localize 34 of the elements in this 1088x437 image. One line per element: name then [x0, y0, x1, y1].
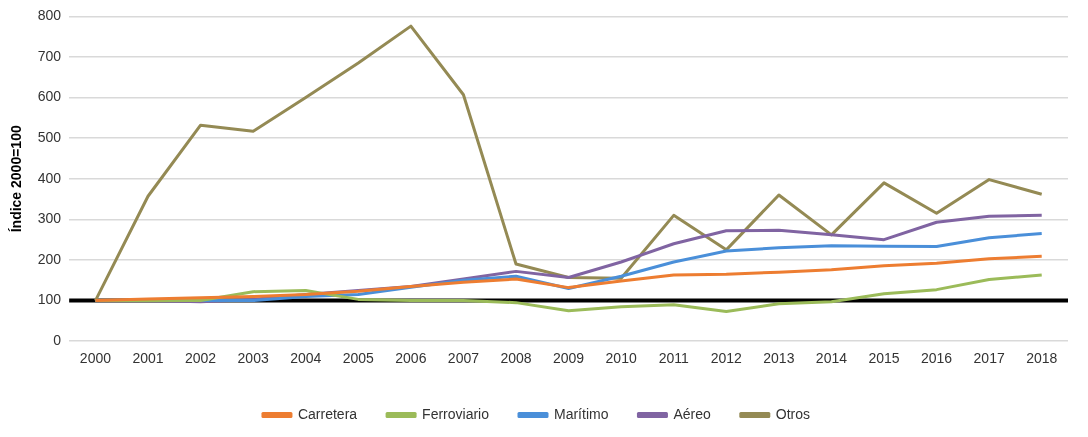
x-tick-label: 2010 [605, 350, 637, 367]
x-tick-label: 2006 [395, 350, 427, 367]
y-tick-label: 300 [37, 210, 62, 227]
x-tick-label: 2002 [185, 350, 217, 367]
y-tick-label: 400 [37, 169, 62, 186]
x-tick-label: 2009 [553, 350, 585, 367]
x-tick-label: 2012 [710, 350, 743, 367]
x-tick-label: 2015 [868, 350, 900, 367]
x-tick-label: 2007 [447, 350, 480, 367]
y-tick-label: 100 [37, 291, 62, 308]
y-axis-title: Índice 2000=100 [8, 125, 25, 233]
y-tick-label: 700 [37, 47, 62, 64]
y-tick-label: 600 [37, 88, 62, 105]
x-tick-label: 2008 [500, 350, 532, 367]
legend-label: Otros [775, 405, 811, 422]
x-tick-label: 2013 [763, 350, 795, 367]
legend-label: Ferroviario [422, 405, 490, 422]
legend-label: Aéreo [673, 405, 712, 422]
x-tick-label: 2004 [290, 350, 322, 367]
x-tick-label: 2014 [815, 350, 848, 367]
y-tick-label: 800 [37, 7, 62, 24]
y-tick-label: 500 [37, 129, 62, 146]
x-tick-label: 2017 [973, 350, 1005, 367]
y-tick-label: 0 [53, 332, 62, 349]
legend-label: Carretera [297, 405, 358, 422]
x-tick-label: 2011 [658, 350, 689, 367]
y-tick-label: 200 [37, 250, 62, 267]
x-tick-label: 2000 [79, 350, 112, 367]
x-tick-label: 2005 [342, 350, 375, 367]
x-tick-label: 2018 [1026, 350, 1058, 367]
x-tick-label: 2003 [237, 350, 269, 367]
x-tick-label: 2001 [132, 350, 164, 367]
x-tick-label: 2016 [921, 350, 953, 367]
legend-label: Marítimo [554, 405, 609, 422]
